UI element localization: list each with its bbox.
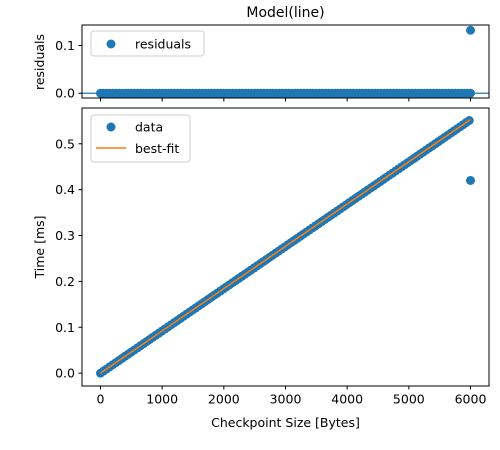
- x-tick-label: 3000: [270, 392, 302, 407]
- best-fit-legend-label: best-fit: [135, 141, 179, 156]
- x-tick-label: 6000: [455, 392, 487, 407]
- residual-outlier-point: [466, 26, 475, 35]
- residuals-y-tick-label: 0.1: [55, 38, 75, 53]
- residuals-legend: residuals: [91, 31, 204, 56]
- data-legend: data best-fit: [91, 115, 190, 162]
- x-tick-label: 5000: [393, 392, 425, 407]
- residuals-y-axis-label: residuals: [32, 34, 47, 90]
- y-tick-label: 0.3: [55, 228, 75, 243]
- y-tick-label: 0.4: [55, 182, 75, 197]
- x-axis-label: Checkpoint Size [Bytes]: [211, 415, 360, 430]
- y-tick-label: 0.5: [55, 136, 75, 151]
- y-tick-label: 0.1: [55, 320, 75, 335]
- y-tick-label: 0.2: [55, 274, 75, 289]
- x-tick-label: 1000: [146, 392, 178, 407]
- residuals-legend-label: residuals: [135, 37, 191, 52]
- y-tick-label: 0.0: [55, 366, 75, 381]
- data-outlier-point: [466, 176, 475, 185]
- y-axis-label: Time [ms]: [32, 215, 47, 279]
- x-tick-label: 4000: [331, 392, 363, 407]
- residuals-y-tick-label: 0.0: [55, 86, 75, 101]
- residuals-legend-marker: [107, 40, 116, 49]
- x-tick-label: 0: [97, 392, 105, 407]
- data-legend-marker: [107, 123, 116, 132]
- x-tick-label: 2000: [208, 392, 240, 407]
- data-legend-label: data: [135, 120, 163, 135]
- chart-title: Model(line): [246, 5, 324, 21]
